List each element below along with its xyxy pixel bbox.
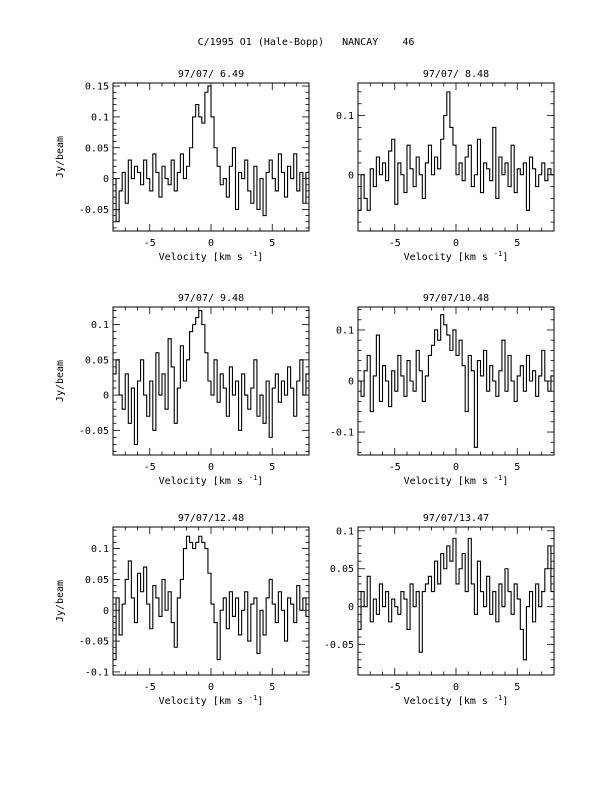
- y-tick-label: 0: [103, 606, 109, 617]
- spectrum-line: [113, 85, 309, 223]
- x-tick-label: 5: [514, 682, 520, 693]
- y-tick-label: 0.1: [336, 325, 354, 336]
- x-tick-label: 0: [208, 462, 214, 473]
- panel-title: 97/07/ 8.48: [423, 69, 489, 80]
- x-tick-label: 5: [269, 682, 275, 693]
- y-tick-label: 0.05: [85, 143, 109, 154]
- x-tick-label: -5: [144, 682, 156, 693]
- y-tick-label: 0.05: [85, 355, 109, 366]
- y-tick-label: 0.1: [336, 111, 354, 122]
- x-tick-label: -5: [389, 682, 401, 693]
- x-axis-label: Velocity [km s -1]: [159, 694, 264, 707]
- chart-panel-3: 97/07/ 9.48 -5 0 5 -0.05 0 0.05 0.1 Velocity [km…: [55, 293, 310, 487]
- chart-panel-6: 97/07/13.47 -5 0 5 -0.05 0 0.05 0.1 Velocity [km…: [324, 513, 555, 707]
- panel-title: 97/07/ 9.48: [178, 293, 244, 304]
- chart-panel-5: 97/07/12.48 -5 0 5 -0.1 -0.05 0 0.05 0.1 Velocity…: [55, 513, 310, 707]
- x-axis-label: Velocity [km s -1]: [159, 474, 264, 487]
- x-tick-label: -5: [389, 238, 401, 249]
- y-tick-label: -0.1: [330, 428, 354, 439]
- spectrum-line: [113, 309, 309, 445]
- spectrum-line: [113, 535, 309, 661]
- y-axis-label: Jy/beam: [55, 360, 66, 402]
- x-axis-label: Velocity [km s -1]: [404, 250, 509, 263]
- y-tick-label: 0.05: [330, 564, 354, 575]
- y-axis-label: Jy/beam: [55, 136, 66, 178]
- y-tick-label: -0.05: [324, 640, 354, 651]
- y-tick-label: 0: [348, 377, 354, 388]
- x-tick-label: 5: [514, 462, 520, 473]
- x-tick-label: 5: [269, 238, 275, 249]
- y-tick-label: 0.05: [85, 575, 109, 586]
- x-tick-label: 5: [269, 462, 275, 473]
- spectrum-line: [358, 537, 554, 661]
- spectrum-line: [358, 91, 554, 211]
- x-axis-label: Velocity [km s -1]: [404, 474, 509, 487]
- x-tick-label: 0: [208, 682, 214, 693]
- y-tick-label: 0: [348, 170, 354, 181]
- x-axis-label: Velocity [km s -1]: [159, 250, 264, 263]
- x-tick-label: 0: [208, 238, 214, 249]
- x-tick-label: -5: [389, 462, 401, 473]
- panel-title: 97/07/13.47: [423, 513, 489, 524]
- panel-title: 97/07/10.48: [423, 293, 489, 304]
- y-tick-label: 0.1: [336, 526, 354, 537]
- panel-title: 97/07/ 6.49: [178, 69, 244, 80]
- x-tick-label: 5: [514, 238, 520, 249]
- x-tick-label: 0: [453, 682, 459, 693]
- x-tick-label: -5: [144, 238, 156, 249]
- x-tick-label: 0: [453, 462, 459, 473]
- chart-panel-4: 97/07/10.48 -5 0 5 -0.1 0 0.1 Velocity [km s -1…: [330, 293, 555, 487]
- y-tick-label: 0.1: [91, 112, 109, 123]
- x-tick-label: -5: [144, 462, 156, 473]
- chart-panel-1: 97/07/ 6.49 -5 0 5 -0.05 0 0.05 0.1 0.15 Velocity…: [55, 69, 310, 263]
- chart-panel-2: 97/07/ 8.48 -5 0 5 0 0.1 Velocity [km s -1]: [336, 69, 555, 263]
- y-tick-label: 0.1: [91, 544, 109, 555]
- panel-title: 97/07/12.48: [178, 513, 244, 524]
- spectrum-line: [358, 314, 554, 448]
- page-title: C/1995 O1 (Hale-Bopp) NANCAY 46: [197, 37, 415, 48]
- y-axis-label: Jy/beam: [55, 580, 66, 622]
- y-tick-label: -0.05: [79, 426, 109, 437]
- y-tick-label: 0: [103, 391, 109, 402]
- y-tick-label: 0: [103, 174, 109, 185]
- x-axis-label: Velocity [km s -1]: [404, 694, 509, 707]
- y-tick-label: 0.1: [91, 320, 109, 331]
- y-tick-label: 0.15: [85, 82, 109, 93]
- y-tick-label: 0: [348, 602, 354, 613]
- y-tick-label: -0.1: [85, 667, 109, 678]
- x-tick-label: 0: [453, 238, 459, 249]
- y-tick-label: -0.05: [79, 205, 109, 216]
- y-tick-label: -0.05: [79, 637, 109, 648]
